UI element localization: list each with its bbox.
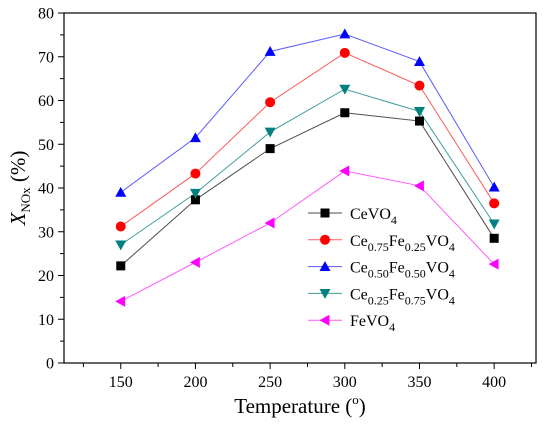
axes: 150 200 250 300 350 400 0 10 20 30 40 50 60 70 80 [38, 6, 533, 391]
data-point-3-6 [488, 181, 500, 192]
data-point-5-4 [339, 165, 350, 177]
x-tick-label: 150 [109, 374, 133, 391]
legend-marker [319, 289, 331, 299]
legend-marker [320, 208, 330, 218]
data-point-4-2 [189, 188, 201, 199]
y-tick-label: 50 [38, 137, 54, 154]
y-axis-title: XNOx (%) [6, 151, 33, 227]
data-point-4-5 [413, 107, 425, 117]
x-tick-label: 200 [183, 374, 207, 391]
y-tick-label: 10 [38, 312, 54, 329]
y-tick-label: 0 [46, 356, 54, 373]
data-point-3-1 [115, 186, 127, 197]
data-point-1-1 [116, 261, 126, 271]
data-point-1-2 [190, 195, 200, 205]
series-line-5 [120, 170, 495, 302]
data-point-4-3 [264, 127, 276, 138]
legend-label: Ce0.50Fe0.50VO4 [350, 260, 455, 281]
x-tick-label: 300 [333, 374, 357, 391]
x-tick-label: 250 [258, 374, 282, 391]
y-tick-label: 30 [38, 224, 54, 241]
data-point-2-1 [115, 221, 126, 232]
legend-item-4: Ce0.25Fe0.75VO4 [308, 286, 455, 307]
series-lines [120, 33, 495, 302]
data-point-2-5 [414, 80, 425, 91]
legend-label: FeVO4 [350, 313, 395, 334]
series-line-4 [120, 88, 495, 246]
data-point-3-5 [413, 56, 425, 66]
data-point-3-2 [189, 132, 201, 143]
plot-frame [63, 12, 537, 364]
x-tick-label: 400 [482, 374, 506, 391]
data-point-1-6 [489, 233, 499, 243]
data-point-2-2 [190, 168, 201, 179]
data-point-5-2 [189, 256, 200, 268]
data-point-4-4 [339, 84, 351, 95]
data-point-5-1 [115, 295, 126, 307]
data-point-1-5 [414, 116, 424, 126]
data-point-4-6 [488, 219, 500, 230]
data-point-1-4 [340, 108, 350, 118]
y-tick-label: 70 [38, 49, 54, 66]
legend-label: CeVO4 [350, 206, 397, 227]
plot-area: 150 200 250 300 350 400 0 10 20 30 40 50 60 70 80 [38, 6, 537, 391]
data-point-5-3 [264, 217, 275, 229]
legend-item-2: Ce0.75Fe0.25VO4 [308, 233, 455, 254]
legend-marker [319, 314, 330, 326]
y-tick-label: 60 [38, 93, 54, 110]
series-line-1 [120, 112, 495, 267]
x-axis-title: Temperature (o) [234, 392, 366, 418]
x-tick-label: 350 [407, 374, 431, 391]
legend-item-5: FeVO4 [308, 313, 395, 334]
legend-item-3: Ce0.50Fe0.50VO4 [308, 260, 455, 281]
legend-label: Ce0.75Fe0.25VO4 [350, 233, 455, 254]
y-tick-label: 20 [38, 268, 54, 285]
data-point-2-4 [339, 47, 350, 58]
legend-item-1: CeVO4 [308, 206, 397, 227]
series-line-2 [120, 52, 495, 227]
series-markers [115, 28, 500, 307]
data-point-1-3 [265, 144, 275, 154]
data-point-2-3 [265, 97, 276, 108]
legend-label: Ce0.25Fe0.75VO4 [350, 286, 455, 307]
data-point-3-3 [264, 46, 276, 56]
legend: CeVO4 Ce0.75Fe0.25VO4 Ce0.50Fe0.50VO4 Ce0.2… [308, 206, 455, 334]
data-point-4-1 [115, 240, 127, 251]
legend-marker [320, 234, 330, 245]
data-point-5-6 [488, 258, 499, 270]
series-line-3 [120, 33, 495, 193]
legend-marker [319, 261, 331, 271]
y-tick-label: 40 [38, 181, 54, 198]
y-tick-label: 80 [38, 6, 54, 23]
data-point-3-4 [339, 28, 351, 39]
data-point-5-5 [413, 180, 424, 192]
data-point-2-6 [489, 198, 500, 209]
